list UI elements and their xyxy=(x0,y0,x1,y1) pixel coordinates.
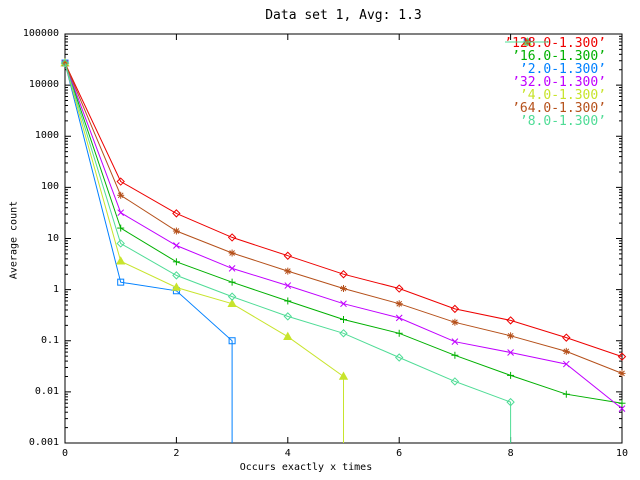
data-point-marker xyxy=(117,224,125,232)
chart-title: Data set 1, Avg: 1.3 xyxy=(265,8,422,23)
data-point-marker xyxy=(117,209,125,217)
data-point-marker xyxy=(228,337,236,345)
x-tick-label: 2 xyxy=(173,448,180,459)
data-point-marker xyxy=(228,249,236,257)
x-tick-label: 0 xyxy=(61,448,69,459)
data-point-marker xyxy=(618,405,626,412)
data-point-marker xyxy=(394,284,404,293)
data-point-marker xyxy=(117,191,125,199)
data-point-marker xyxy=(507,349,514,356)
data-point-marker xyxy=(116,177,125,186)
data-point-marker xyxy=(116,239,125,248)
legend-label: ’64.0-1.300’ xyxy=(512,101,606,116)
data-point-marker xyxy=(507,371,515,379)
data-point-marker xyxy=(340,316,347,324)
x-axis-label: Occurs exactly x times xyxy=(239,462,373,473)
data-point-marker xyxy=(395,300,403,308)
data-point-marker xyxy=(562,390,570,398)
data-point-marker xyxy=(60,58,70,68)
data-point-marker xyxy=(339,270,348,279)
series-line xyxy=(64,62,512,443)
x-tick-label: 4 xyxy=(284,448,291,459)
y-tick-label: 1 xyxy=(52,283,59,295)
data-point-marker xyxy=(173,242,180,249)
data-point-marker xyxy=(227,233,237,242)
data-point-marker xyxy=(227,298,237,308)
y-tick-label: 0.1 xyxy=(40,334,59,346)
data-point-marker xyxy=(283,312,293,321)
data-point-marker xyxy=(116,256,126,265)
data-point-marker xyxy=(283,331,293,341)
data-point-marker xyxy=(507,332,515,340)
data-point-marker xyxy=(562,347,570,355)
data-point-marker xyxy=(284,282,292,289)
legend-item: ’8.0-1.300’ xyxy=(504,41,613,129)
y-tick-label: 1000 xyxy=(34,130,59,142)
data-point-marker xyxy=(562,333,571,342)
x-tick-label: 10 xyxy=(615,448,629,459)
data-point-marker xyxy=(450,377,460,386)
data-point-marker xyxy=(171,282,182,291)
legend-line-sample xyxy=(505,41,550,43)
data-point-marker xyxy=(283,251,293,260)
data-point-marker xyxy=(284,297,292,305)
data-point-marker xyxy=(395,314,403,322)
data-point-marker xyxy=(395,329,403,337)
data-point-marker xyxy=(394,353,404,362)
legend-label: ’2.0-1.300’ xyxy=(519,62,606,77)
data-point-marker xyxy=(506,397,515,407)
data-point-marker xyxy=(172,258,180,266)
data-point-marker xyxy=(618,399,626,407)
data-point-marker xyxy=(338,371,349,380)
data-point-marker xyxy=(451,318,459,326)
legend-label: ’32.0-1.300’ xyxy=(512,75,606,90)
legend-label: ’128.0-1.300’ xyxy=(504,36,606,51)
y-tick-label: 10 xyxy=(46,232,59,244)
data-point-marker xyxy=(523,37,532,47)
data-point-marker xyxy=(172,227,180,235)
series-line xyxy=(64,62,623,358)
data-point-marker xyxy=(451,338,459,346)
legend: ’128.0-1.300’ ’16.0-1.300’ ’2.0-1.300’ ’32.… xyxy=(504,37,613,128)
data-point-marker xyxy=(506,316,515,325)
data-point-marker xyxy=(228,265,236,272)
data-point-marker xyxy=(339,329,348,338)
legend-label: ’8.0-1.300’ xyxy=(519,114,606,129)
data-point-marker xyxy=(228,278,236,286)
y-tick-label: 100000 xyxy=(22,28,59,39)
data-point-marker xyxy=(450,304,460,314)
y-tick-label: 10000 xyxy=(28,79,59,91)
legend-label: ’16.0-1.300’ xyxy=(512,49,606,64)
data-point-marker xyxy=(340,285,347,293)
y-tick-label: 100 xyxy=(40,181,59,193)
data-point-marker xyxy=(172,271,181,280)
y-tick-label: 0.001 xyxy=(28,437,59,448)
x-tick-label: 8 xyxy=(507,448,514,459)
data-point-marker xyxy=(284,267,292,275)
data-point-marker xyxy=(340,300,347,308)
data-point-marker xyxy=(227,292,237,301)
x-tick-label: 6 xyxy=(396,448,403,459)
data-point-marker xyxy=(618,369,626,377)
series-line xyxy=(64,62,344,443)
data-point-marker xyxy=(562,360,570,368)
legend-label: ’4.0-1.300’ xyxy=(519,88,606,103)
data-point-marker xyxy=(172,209,181,218)
data-point-marker xyxy=(117,278,125,286)
series-line xyxy=(64,62,233,443)
data-point-marker xyxy=(61,59,69,67)
data-point-marker xyxy=(451,351,459,359)
data-point-marker xyxy=(617,352,627,361)
y-tick-label: 0.01 xyxy=(34,385,59,397)
